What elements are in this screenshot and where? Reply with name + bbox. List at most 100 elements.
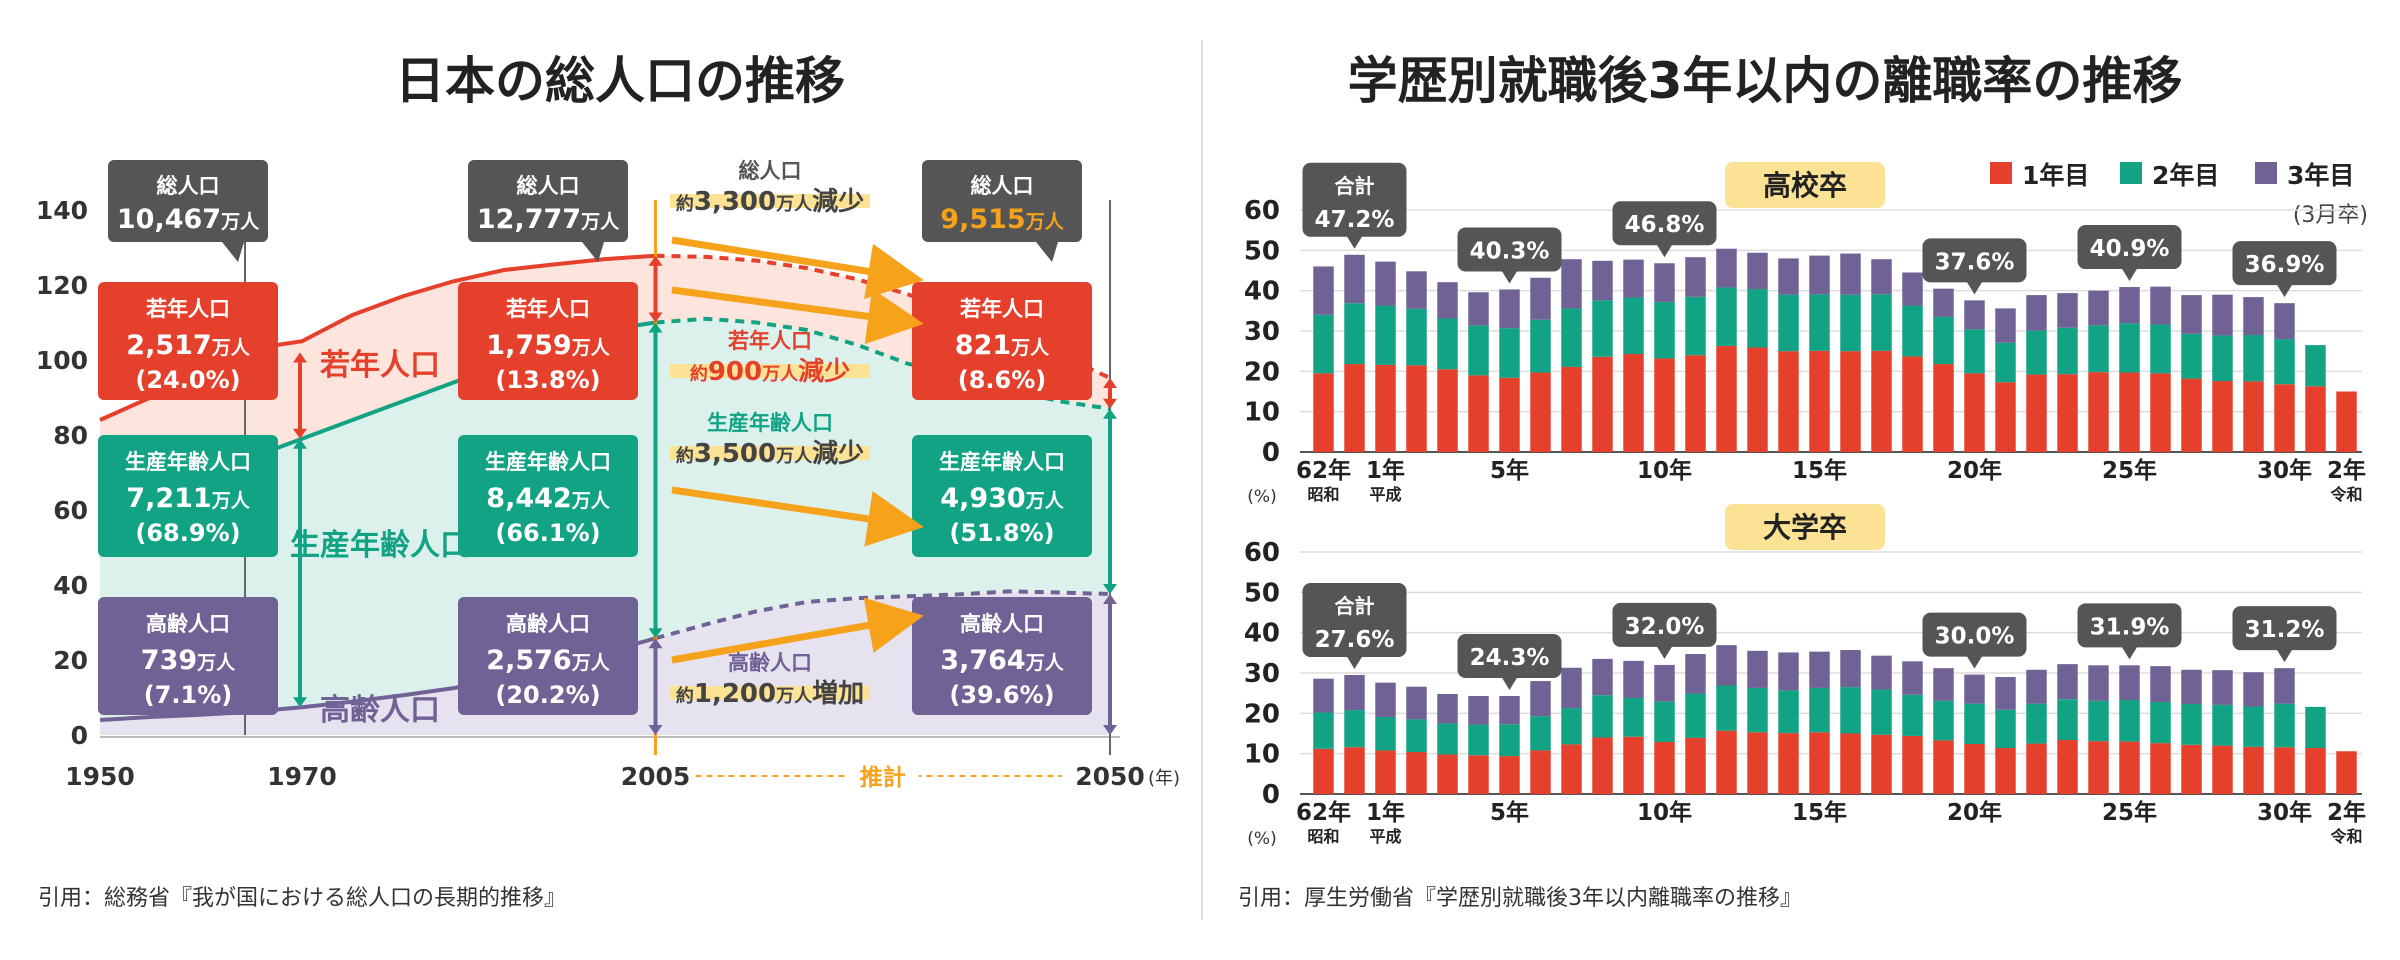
y-tick-label: 30 [1244,659,1280,689]
elderly-box [98,597,278,715]
bar [1716,645,1737,794]
total-box-pointer [222,242,244,262]
x-tick-label: 2005 [621,762,691,791]
bar [1964,300,1985,452]
bar-segment-2年目 [1995,709,2016,749]
working-box [912,435,1092,557]
y-tick-label: 50 [1244,236,1280,266]
bar [2150,286,2171,452]
bar-segment-1年目 [1840,733,1861,794]
bar-segment-2年目 [1530,319,1551,373]
change-verb: 減少 [812,439,864,469]
young-unit: 万人 [571,337,611,359]
change-arrow-3 [671,597,924,664]
bar [1964,674,1985,794]
change-value: 約900万人減少 [690,357,850,387]
bar-segment-1年目 [1468,375,1489,452]
y-tick-label: 60 [1244,538,1280,568]
elderly-box [458,597,638,715]
bar-segment-3年目 [1592,658,1613,696]
bar-segment-3年目 [1313,266,1334,315]
callout-box [2077,603,2182,648]
change-value: 約1,200万人増加 [676,679,864,709]
bar-segment-1年目 [1499,756,1520,794]
working-box-pct: (66.1%) [495,519,600,547]
young-box-title: 若年人口 [505,297,590,321]
change-prefix: 約 [676,445,694,467]
total-callout: 31.2% [2232,606,2337,663]
bar-segment-2年目 [2305,345,2326,387]
elderly-number: 739 [141,645,197,676]
bar-segment-2年目 [2150,702,2171,744]
change-unit: 万人 [775,686,813,707]
elderly-box-title: 高齢人口 [960,612,1044,636]
y-tick-label: 120 [36,271,88,300]
bar-segment-2年目 [1778,690,1799,734]
bar-segment-1年目 [2119,741,2140,794]
legend-swatch-0 [1990,162,2012,184]
callout-pointer [1346,656,1363,670]
pct-unit: (%) [1247,829,1276,849]
bar [1437,693,1458,794]
bar-segment-2年目 [2150,324,2171,374]
bar-segment-2年目 [2026,330,2047,375]
change-number: 1,200 [694,679,776,709]
callout-text: 36.9% [2245,252,2325,278]
y-tick-label: 50 [1244,578,1280,608]
y-tick-label: 30 [1244,317,1280,347]
bar-segment-3年目 [1623,259,1644,298]
young-arrow-1970-head-top [293,352,307,363]
bar [1778,652,1799,794]
bar-segment-2年目 [1902,305,1923,357]
chart-title-bg [1725,162,1885,208]
bar [1592,658,1613,794]
change-prefix: 約 [690,363,708,385]
bar-segment-2年目 [2088,325,2109,373]
bar-segment-3年目 [1685,654,1706,694]
bar [2119,287,2140,452]
x-tick-label: 25年 [2102,799,2157,826]
callout-pointer [1346,235,1363,249]
bar-segment-3年目 [1499,695,1520,725]
total-callout: 24.3% [1457,633,1562,690]
bar [1406,271,1427,452]
total-callout: 36.9% [2232,241,2337,298]
bar-segment-3年目 [1437,693,1458,724]
y-tick-label: 10 [1244,740,1280,770]
bar-segment-2年目 [2119,700,2140,742]
young-box [458,282,638,400]
bar-segment-3年目 [1871,655,1892,690]
bar-segment-1年目 [2119,372,2140,452]
elderly-box-value: 2,576万人 [486,645,610,676]
x-tick-label: 1年 [1366,799,1405,826]
callout-box [1922,612,2027,657]
bar-segment-1年目 [1406,752,1427,794]
bar-segment-2年目 [1871,294,1892,351]
working-arrow-2005-head-top [648,322,663,333]
working-box-value: 8,442万人 [486,483,610,514]
young-number: 821 [955,330,1011,361]
young-box-pct: (13.8%) [495,366,600,394]
total-box [108,160,268,242]
bar-segment-3年目 [1375,261,1396,306]
bar [1468,695,1489,794]
callout-pointer [2121,268,2138,282]
bar-segment-3年目 [1468,292,1489,326]
bar-segment-1年目 [1933,740,1954,794]
bar [1313,266,1334,452]
young-arrow-2005-head-top [648,255,663,266]
bar-segment-1年目 [1530,372,1551,452]
bar-segment-1年目 [1809,350,1830,452]
bar-segment-2年目 [1406,719,1427,753]
change-arrow-2 [671,486,924,547]
young-number: 2,517 [126,330,211,361]
bar [1623,660,1644,794]
bar [2305,706,2326,794]
bar-segment-2年目 [1344,303,1365,365]
x-tick-era: 平成 [1369,827,1401,846]
bar [1344,254,1365,452]
x-tick-label: 2050 [1075,762,1145,791]
change-arrow-0 [671,236,924,300]
bar-segment-1年目 [2181,378,2202,452]
